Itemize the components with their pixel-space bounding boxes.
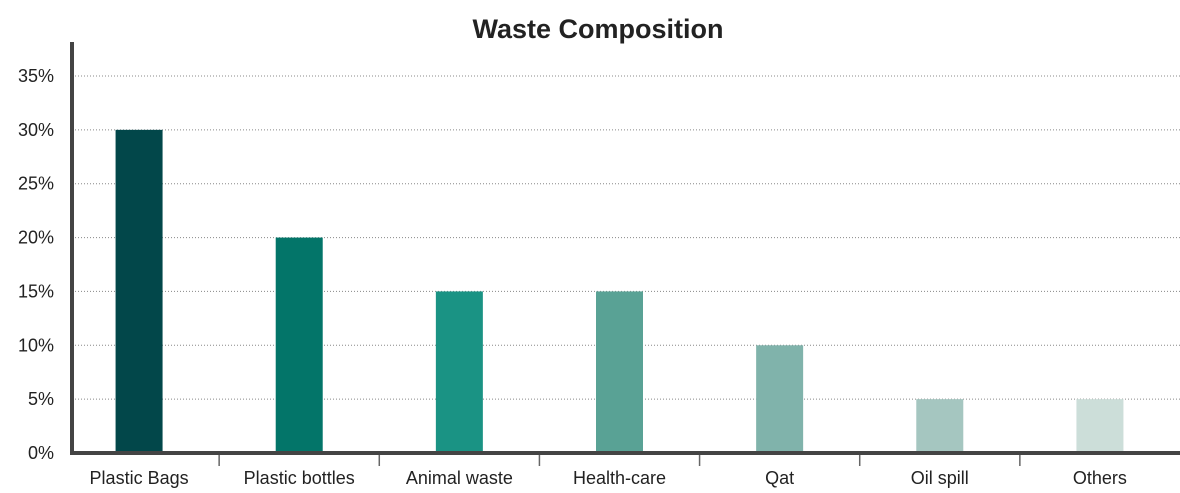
bar-oil-spill — [916, 399, 964, 453]
x-category-label: Plastic Bags — [90, 468, 189, 488]
bar-plastic-bottles — [275, 237, 323, 453]
bars — [115, 129, 1124, 453]
x-category-label: Plastic bottles — [244, 468, 355, 488]
y-tick-label: 35% — [18, 66, 54, 86]
y-tick-label: 5% — [28, 389, 54, 409]
x-category-label: Health-care — [573, 468, 666, 488]
y-tick-label: 30% — [18, 120, 54, 140]
y-tick-label: 20% — [18, 228, 54, 248]
y-tick-label: 10% — [18, 335, 54, 355]
y-tick-label: 15% — [18, 281, 54, 301]
bar-health-care — [596, 291, 643, 453]
bar-qat — [756, 345, 804, 453]
y-tick-label: 25% — [18, 174, 54, 194]
x-category-label: Qat — [765, 468, 794, 488]
x-category-label: Oil spill — [911, 468, 969, 488]
x-category-label: Animal waste — [406, 468, 513, 488]
y-axis-ticks: 0% 5% 10% 15% 20% 25% 30% 35% — [18, 66, 54, 463]
x-axis-labels: Plastic Bags Plastic bottles Animal waste H… — [90, 468, 1127, 488]
chart-title: Waste Composition — [472, 14, 723, 44]
bar-plastic-bags — [115, 129, 163, 453]
x-axis-ticks — [218, 453, 1021, 466]
bar-animal-waste — [435, 291, 483, 453]
x-category-label: Others — [1073, 468, 1127, 488]
bar-others — [1076, 399, 1124, 453]
y-tick-label: 0% — [28, 443, 54, 463]
